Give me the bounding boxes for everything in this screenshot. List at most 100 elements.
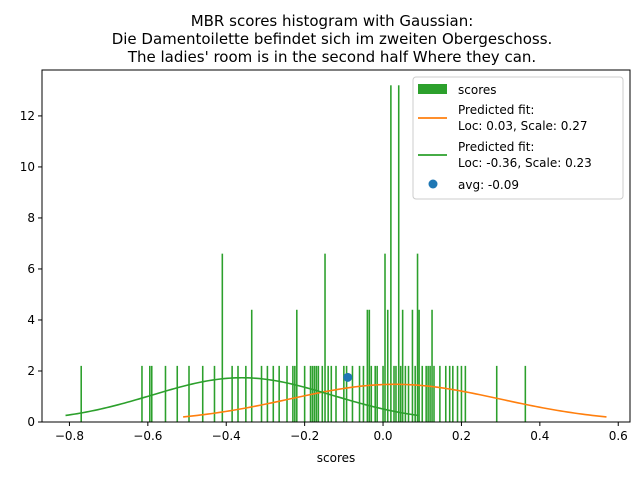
legend-label-4: avg: -0.09 xyxy=(458,178,519,192)
histogram-bar xyxy=(433,365,435,422)
histogram-bar xyxy=(358,365,361,422)
histogram-bar xyxy=(382,365,384,422)
histogram-bar xyxy=(176,365,179,422)
legend-box xyxy=(412,76,624,200)
histogram-bar xyxy=(317,365,320,422)
histogram-bar xyxy=(425,365,427,422)
histogram-bar xyxy=(411,309,414,422)
histogram-bar xyxy=(444,365,447,422)
histogram-bar xyxy=(390,85,392,423)
histogram-bar xyxy=(427,365,429,422)
fit-curve-1 xyxy=(183,383,607,418)
x-tick-label: 0.6 xyxy=(609,429,628,443)
histogram-bar xyxy=(343,365,345,422)
y-tick-label: 12 xyxy=(20,109,35,123)
y-tick-label: 2 xyxy=(27,364,35,378)
x-tick-label: 0.2 xyxy=(452,429,471,443)
histogram-bar xyxy=(321,365,324,422)
histogram-bar xyxy=(370,365,373,422)
y-tick-label: 4 xyxy=(27,313,35,327)
y-axis-ticks: 0 2 4 6 8 10 12 xyxy=(20,109,42,429)
legend-label-1: scores xyxy=(458,83,497,97)
histogram-bar xyxy=(495,365,498,422)
histogram-bar xyxy=(237,365,239,422)
histogram-bar xyxy=(452,365,454,422)
histogram-bar xyxy=(404,365,407,422)
x-axis-ticks: −0.8 −0.6 −0.4 −0.2 0.0 0.2 0.4 0.6 xyxy=(55,422,628,443)
histogram-bar xyxy=(351,365,354,422)
histogram-bar xyxy=(395,365,397,422)
histogram-bar xyxy=(418,309,420,422)
histogram-bar xyxy=(221,253,224,422)
histogram-bar xyxy=(421,365,424,422)
histogram-bar xyxy=(386,309,389,422)
histogram-bar xyxy=(266,365,269,422)
histogram-bar xyxy=(303,365,306,422)
histogram-bar xyxy=(272,365,275,422)
histogram-bar xyxy=(188,365,190,422)
fit-curves xyxy=(65,376,607,418)
histogram-bar xyxy=(393,365,395,422)
x-tick-label: −0.2 xyxy=(290,429,319,443)
plot-area-frame xyxy=(41,69,631,423)
histogram-bar xyxy=(460,365,463,422)
chart-title-line-1: MBR scores histogram with Gaussian: xyxy=(191,12,474,30)
legend-label-2: Predicted fit: xyxy=(458,103,534,117)
histogram-bar xyxy=(324,253,326,422)
chart-title-line-3: The ladies' room is in the second half W… xyxy=(127,48,536,66)
histogram-bar xyxy=(524,365,527,422)
avg-point xyxy=(343,372,353,382)
histogram-bar xyxy=(366,309,369,422)
histogram-bar xyxy=(362,365,365,422)
histogram-bar xyxy=(164,365,167,422)
histogram-bar xyxy=(431,309,433,422)
histogram-bar xyxy=(335,365,337,422)
legend-label-2: Loc: 0.03, Scale: 0.27 xyxy=(458,119,587,133)
histogram-bar xyxy=(399,365,402,422)
histogram-bar xyxy=(376,365,378,422)
histogram-bar xyxy=(286,365,288,422)
y-tick-label: 8 xyxy=(27,211,35,225)
histogram-bar xyxy=(141,365,143,422)
histogram-bar xyxy=(429,365,431,422)
avg-points xyxy=(343,372,353,382)
histogram-bar xyxy=(80,365,82,422)
histogram-bar xyxy=(414,365,416,422)
histogram-bar xyxy=(245,365,247,422)
histogram-bar xyxy=(294,365,296,422)
histogram-bar xyxy=(250,309,253,422)
histogram-bar xyxy=(150,365,153,422)
histogram-bar xyxy=(292,365,294,422)
legend-swatch-scores xyxy=(418,84,447,94)
histogram-bar xyxy=(448,365,451,422)
x-tick-label: 0.4 xyxy=(530,429,549,443)
histogram-bar xyxy=(213,365,216,422)
x-tick-label: 0.0 xyxy=(373,429,392,443)
histogram-bar xyxy=(330,365,333,422)
legend-swatch-avg xyxy=(428,179,438,189)
histogram-bar xyxy=(278,365,280,422)
legend-label-3: Predicted fit: xyxy=(458,140,534,154)
histogram-bar xyxy=(345,365,348,422)
histogram-bar xyxy=(374,365,376,422)
histogram-bar xyxy=(384,253,386,422)
histogram-bar xyxy=(201,365,204,422)
histogram-bar xyxy=(439,365,441,422)
chart-title-line-2: Die Damentoilette befindet sich im zweit… xyxy=(112,30,553,48)
histogram-bars xyxy=(80,85,527,423)
histogram-bar xyxy=(416,253,419,422)
histogram-bar xyxy=(401,309,404,422)
chart-title: MBR scores histogram with Gaussian: Die … xyxy=(112,12,553,66)
y-tick-label: 6 xyxy=(27,262,35,276)
y-tick-label: 0 xyxy=(27,415,35,429)
histogram-bar xyxy=(464,365,467,422)
histogram-bar xyxy=(231,365,233,422)
histogram-bar xyxy=(397,85,400,423)
x-tick-label: −0.8 xyxy=(55,429,84,443)
x-axis-label: scores xyxy=(317,451,356,465)
y-tick-label: 10 xyxy=(20,160,35,174)
histogram-bar xyxy=(368,309,371,422)
fit-curve-2 xyxy=(65,376,419,417)
histogram-bar xyxy=(456,365,459,422)
